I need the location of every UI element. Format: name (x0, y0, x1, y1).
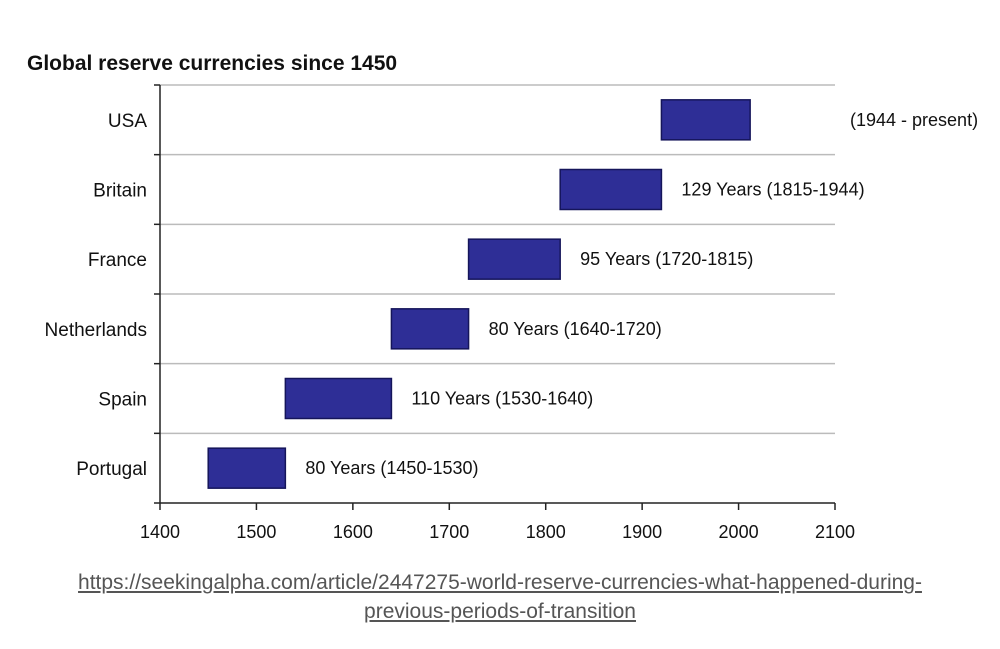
y-category-label: Britain (93, 181, 147, 202)
x-tick-label: 1400 (140, 522, 180, 542)
chart-title: Global reserve currencies since 1450 (27, 52, 397, 75)
x-tick-label: 1600 (333, 522, 373, 542)
bar-annotation: 80 Years (1450-1530) (305, 458, 478, 478)
bar-france (467, 238, 561, 280)
bar-annotation: (1944 - present) (850, 110, 978, 130)
x-tick-label: 1500 (236, 522, 276, 542)
y-category-label: Portugal (76, 459, 147, 480)
y-category-label: USA (108, 111, 147, 132)
bar-spain (284, 377, 393, 420)
x-tick-label: 2000 (719, 522, 759, 542)
x-tick-label: 1800 (526, 522, 566, 542)
x-tick-label: 1900 (622, 522, 662, 542)
x-tick-label: 1700 (429, 522, 469, 542)
bar-annotation: 80 Years (1640-1720) (489, 319, 662, 339)
source-link-line2[interactable]: previous-periods-of-transition (364, 600, 636, 623)
y-category-label: Spain (98, 390, 147, 411)
reserve-currency-chart: Global reserve currencies since 1450 1400… (27, 52, 978, 542)
bar-annotation: 110 Years (1530-1640) (411, 389, 593, 409)
y-category-label: Netherlands (45, 320, 147, 341)
bar-netherlands (390, 308, 470, 350)
y-category-label: France (88, 250, 147, 271)
source-link-line1[interactable]: https://seekingalpha.com/article/2447275… (78, 571, 922, 594)
bar-annotation: 129 Years (1815-1944) (681, 180, 864, 200)
bar-annotation: 95 Years (1720-1815) (580, 249, 753, 269)
bar-britain (559, 168, 663, 211)
bar-usa (660, 99, 751, 141)
x-tick-label: 2100 (815, 522, 855, 542)
bar-portugal (207, 447, 287, 489)
